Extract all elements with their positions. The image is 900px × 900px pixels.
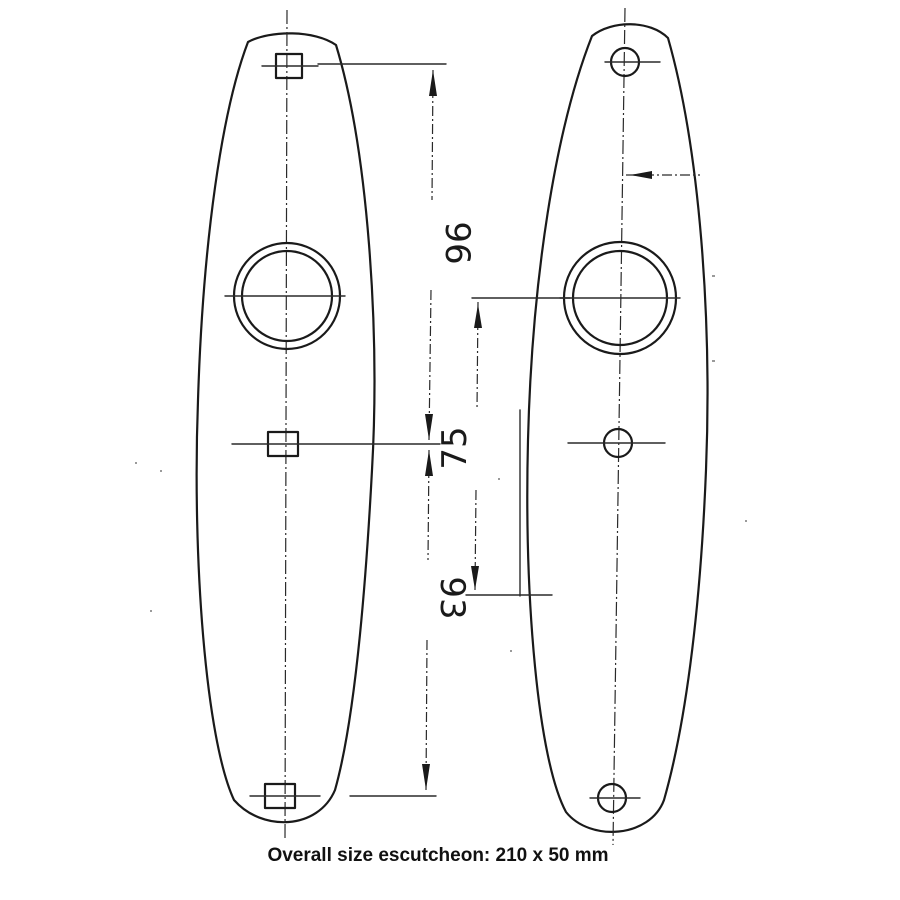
dimension-96-label: 96 — [437, 221, 477, 264]
dimension-93-label: 93 — [432, 576, 472, 619]
right-arrow-top — [474, 304, 482, 328]
left-escutcheon — [195, 9, 441, 841]
right-dimension: 75 — [435, 297, 571, 597]
lower-arrow-top — [425, 450, 433, 476]
right-plate-outline — [526, 23, 709, 833]
left-plate-outline — [195, 32, 376, 824]
upper-arrow-top — [429, 70, 437, 96]
lower-arrow-bottom — [422, 764, 430, 790]
left-dimension: 96 93 — [317, 63, 477, 797]
right-edge-tick-arrow — [630, 171, 652, 179]
left-vertical-centerline — [284, 9, 288, 841]
dimension-75-label: 75 — [435, 426, 475, 469]
right-dimension-line-lower — [474, 489, 477, 591]
right-arrow-bottom — [471, 566, 479, 590]
right-escutcheon — [526, 7, 709, 846]
upper-arrow-bottom — [425, 414, 433, 440]
upper-dimension-line-2 — [428, 289, 432, 441]
lower-dimension-line-2 — [425, 639, 428, 791]
caption-overall-size: Overall size escutcheon: 210 x 50 mm — [267, 845, 609, 866]
scan-noise — [135, 275, 747, 652]
right-vertical-centerline — [612, 7, 626, 846]
